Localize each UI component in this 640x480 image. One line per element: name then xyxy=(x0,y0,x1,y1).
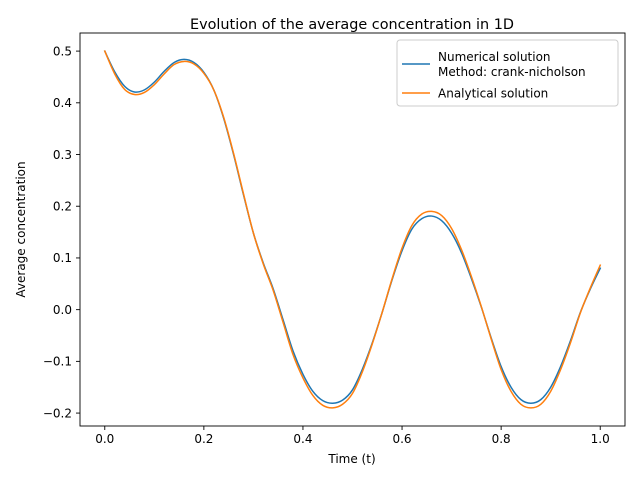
x-tick-label: 0.6 xyxy=(392,432,411,446)
x-tick-label: 0.2 xyxy=(194,432,213,446)
series-line-2 xyxy=(103,50,602,409)
plot-frame xyxy=(79,32,626,427)
plot-area xyxy=(79,32,626,427)
y-tick-label: −0.2 xyxy=(43,406,72,420)
y-tick-label: −0.1 xyxy=(43,355,72,369)
series-line-1 xyxy=(103,50,602,405)
chart-title: Evolution of the average concentration i… xyxy=(190,17,514,33)
x-axis-label: Time (t) xyxy=(327,452,375,466)
x-tick-label: 0.8 xyxy=(492,432,511,446)
legend-label-2: Analytical solution xyxy=(438,86,548,100)
legend-label-1: Numerical solution Method: crank-nicholso… xyxy=(438,50,586,79)
x-tick-label: 0.0 xyxy=(95,432,114,446)
y-tick-label: 0.2 xyxy=(53,200,72,214)
x-tick-label: 0.4 xyxy=(293,432,312,446)
y-tick-label: 0.5 xyxy=(53,44,72,58)
y-axis-ticks: −0.2 −0.1 0.0 0.1 0.2 0.3 0.4 0.5 xyxy=(43,44,80,420)
y-tick-label: 0.3 xyxy=(53,148,72,162)
legend: Numerical solution Method: crank-nicholso… xyxy=(396,39,619,107)
y-tick-label: 0.1 xyxy=(53,251,72,265)
legend-box xyxy=(396,39,619,107)
y-axis-label: Average concentration xyxy=(14,161,28,297)
series-layer xyxy=(103,50,602,409)
y-tick-label: 0.4 xyxy=(53,96,72,110)
x-tick-label: 1.0 xyxy=(591,432,610,446)
y-tick-label: 0.0 xyxy=(53,303,72,317)
x-axis-ticks: 0.0 0.2 0.4 0.6 0.8 1.0 xyxy=(95,426,610,446)
